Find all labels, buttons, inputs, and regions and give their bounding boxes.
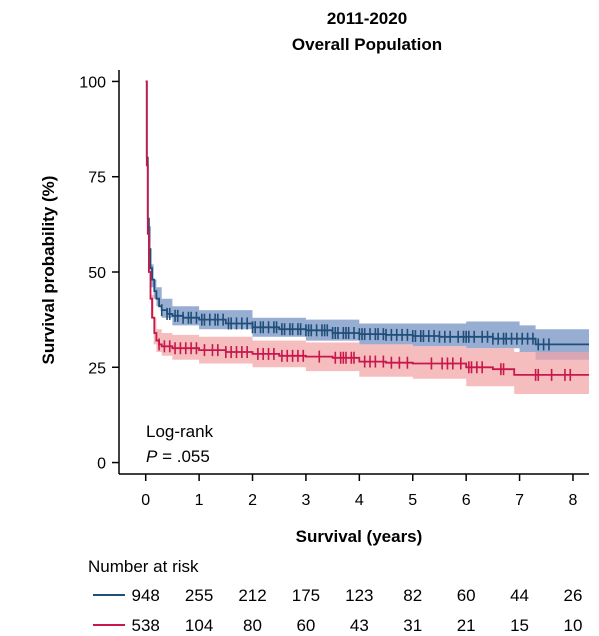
x-tick-label: 0 xyxy=(141,492,150,509)
x-tick-label: 1 xyxy=(195,492,204,509)
risk-value: 26 xyxy=(564,586,583,605)
y-tick-label: 100 xyxy=(79,74,106,91)
x-tick-label: 8 xyxy=(569,492,578,509)
chart-title-line-2: Overall Population xyxy=(292,35,442,54)
risk-value: 21 xyxy=(457,616,476,635)
p-value-symbol: P xyxy=(146,447,158,466)
y-tick-label: 0 xyxy=(97,456,106,473)
risk-value: 44 xyxy=(510,586,529,605)
y-axis-label: Survival probability (%) xyxy=(39,176,58,365)
x-tick-label: 6 xyxy=(462,492,471,509)
x-tick-label: 7 xyxy=(515,492,524,509)
risk-value: 31 xyxy=(403,616,422,635)
risk-value: 82 xyxy=(403,586,422,605)
p-value: P = .055 xyxy=(146,447,210,466)
chart-title-line-1: 2011-2020 xyxy=(327,9,407,28)
confidence-bands xyxy=(145,81,589,395)
x-tick-label: 5 xyxy=(408,492,417,509)
censor-marks xyxy=(158,304,572,381)
x-tick-label: 4 xyxy=(355,492,364,509)
x-axis: 0 1 2 3 4 5 6 7 8 xyxy=(119,473,589,509)
y-tick-label: 75 xyxy=(88,170,106,187)
logrank-label: Log-rank xyxy=(146,422,214,441)
p-value-number: = .055 xyxy=(157,447,209,466)
x-tick-label: 3 xyxy=(301,492,310,509)
survival-curve-series-1 xyxy=(145,80,589,346)
ci-band-series-1 xyxy=(145,81,589,360)
risk-value: 123 xyxy=(345,586,373,605)
risk-value: 175 xyxy=(292,586,320,605)
risk-value: 15 xyxy=(510,616,529,635)
risk-table-title: Number at risk xyxy=(88,557,199,576)
risk-value: 948 xyxy=(132,586,160,605)
x-tick-label: 2 xyxy=(248,492,257,509)
risk-value: 10 xyxy=(564,616,583,635)
x-axis-label: Survival (years) xyxy=(296,527,423,546)
y-axis: 0 25 50 75 100 xyxy=(79,70,120,474)
y-tick-label: 50 xyxy=(88,265,106,282)
risk-table: 948 255 212 175 123 82 60 44 26 538 104 80 60 43 31 21 1… xyxy=(93,586,582,635)
risk-value: 104 xyxy=(185,616,213,635)
risk-value: 538 xyxy=(132,616,160,635)
risk-value: 60 xyxy=(457,586,476,605)
risk-value: 60 xyxy=(296,616,315,635)
risk-value: 80 xyxy=(243,616,262,635)
risk-value: 43 xyxy=(350,616,369,635)
ci-band-series-2 xyxy=(145,81,589,395)
y-tick-label: 25 xyxy=(88,360,106,377)
risk-value: 212 xyxy=(238,586,266,605)
risk-value: 255 xyxy=(185,586,213,605)
